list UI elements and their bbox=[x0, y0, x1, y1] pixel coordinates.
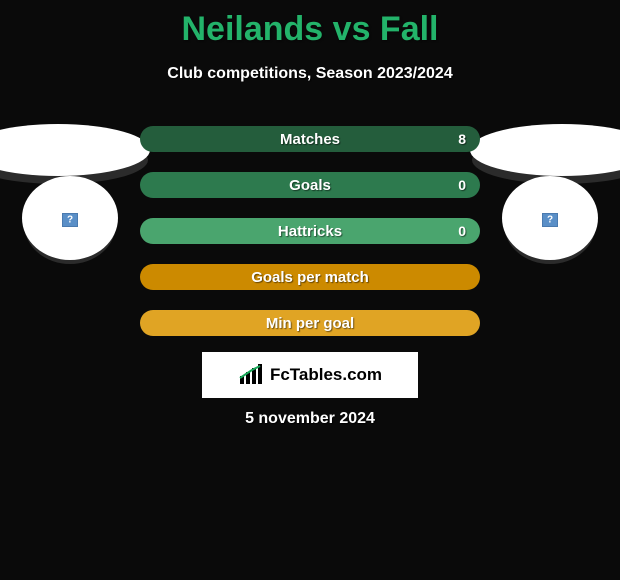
brand-chart-icon bbox=[238, 364, 264, 386]
stat-row-hattricks: Hattricks 0 bbox=[140, 218, 480, 244]
stat-label: Min per goal bbox=[266, 315, 354, 332]
stat-label: Matches bbox=[280, 131, 340, 148]
stat-row-goals-per-match: Goals per match bbox=[140, 264, 480, 290]
left-player-badge bbox=[20, 176, 120, 264]
stats-container: Matches 8 Goals 0 Hattricks 0 Goals per … bbox=[140, 126, 480, 356]
date-label: 5 november 2024 bbox=[0, 410, 620, 428]
stat-label: Goals bbox=[289, 177, 331, 194]
page-title: Neilands vs Fall bbox=[0, 0, 620, 49]
stat-row-goals: Goals 0 bbox=[140, 172, 480, 198]
right-player-badge bbox=[500, 176, 600, 264]
subtitle: Club competitions, Season 2023/2024 bbox=[0, 65, 620, 83]
stat-label: Goals per match bbox=[251, 269, 369, 286]
stat-value-right: 8 bbox=[458, 131, 466, 147]
stat-value-right: 0 bbox=[458, 177, 466, 193]
image-placeholder-icon bbox=[542, 213, 558, 227]
stat-label: Hattricks bbox=[278, 223, 342, 240]
brand-badge: FcTables.com bbox=[202, 352, 418, 398]
stat-value-right: 0 bbox=[458, 223, 466, 239]
brand-text: FcTables.com bbox=[270, 365, 382, 385]
stat-row-min-per-goal: Min per goal bbox=[140, 310, 480, 336]
stat-row-matches: Matches 8 bbox=[140, 126, 480, 152]
image-placeholder-icon bbox=[62, 213, 78, 227]
